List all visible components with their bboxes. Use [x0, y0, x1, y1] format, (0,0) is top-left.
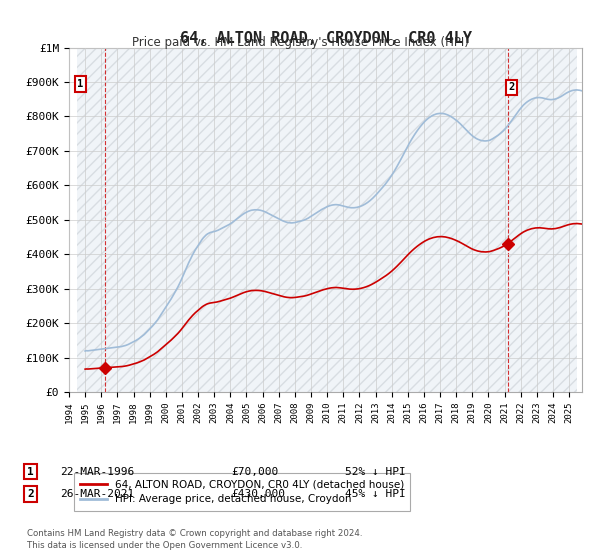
Text: Price paid vs. HM Land Registry's House Price Index (HPI): Price paid vs. HM Land Registry's House … [131, 36, 469, 49]
Text: 1: 1 [27, 466, 34, 477]
Text: 52% ↓ HPI: 52% ↓ HPI [345, 466, 406, 477]
Text: 22-MAR-1996: 22-MAR-1996 [60, 466, 134, 477]
Text: 45% ↓ HPI: 45% ↓ HPI [345, 489, 406, 499]
Text: £70,000: £70,000 [231, 466, 278, 477]
Text: 2: 2 [508, 82, 515, 92]
Text: 1: 1 [77, 79, 83, 89]
Text: 26-MAR-2021: 26-MAR-2021 [60, 489, 134, 499]
Legend: 64, ALTON ROAD, CROYDON, CR0 4LY (detached house), HPI: Average price, detached : 64, ALTON ROAD, CROYDON, CR0 4LY (detach… [74, 473, 410, 511]
Text: 2: 2 [27, 489, 34, 499]
Text: Contains HM Land Registry data © Crown copyright and database right 2024.
This d: Contains HM Land Registry data © Crown c… [27, 529, 362, 550]
Title: 64, ALTON ROAD, CROYDON, CR0 4LY: 64, ALTON ROAD, CROYDON, CR0 4LY [179, 31, 472, 46]
Text: £430,000: £430,000 [231, 489, 285, 499]
